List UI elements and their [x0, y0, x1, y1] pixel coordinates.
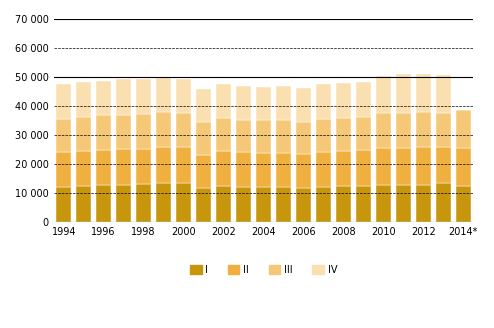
- Bar: [396, 148, 411, 185]
- Bar: [376, 76, 391, 113]
- Bar: [456, 148, 471, 186]
- Bar: [176, 79, 191, 113]
- Bar: [176, 113, 191, 147]
- Bar: [236, 119, 251, 153]
- Bar: [316, 84, 331, 119]
- Bar: [376, 185, 391, 222]
- Bar: [256, 120, 271, 153]
- Bar: [316, 152, 331, 187]
- Bar: [136, 79, 151, 114]
- Bar: [376, 148, 391, 185]
- Bar: [456, 110, 471, 148]
- Bar: [416, 147, 431, 185]
- Bar: [156, 183, 171, 222]
- Bar: [56, 187, 71, 222]
- Bar: [96, 115, 111, 150]
- Bar: [436, 75, 451, 113]
- Bar: [216, 186, 231, 222]
- Bar: [156, 112, 171, 147]
- Bar: [156, 77, 171, 112]
- Bar: [336, 117, 351, 151]
- Bar: [296, 89, 311, 122]
- Bar: [256, 87, 271, 120]
- Bar: [176, 183, 191, 222]
- Bar: [256, 187, 271, 222]
- Bar: [156, 147, 171, 183]
- Bar: [96, 185, 111, 222]
- Bar: [356, 150, 371, 186]
- Bar: [396, 113, 411, 148]
- Bar: [296, 122, 311, 154]
- Bar: [276, 120, 291, 153]
- Bar: [336, 83, 351, 117]
- Bar: [216, 84, 231, 118]
- Bar: [196, 155, 211, 188]
- Bar: [76, 186, 91, 222]
- Bar: [376, 113, 391, 148]
- Bar: [436, 147, 451, 183]
- Bar: [76, 151, 91, 186]
- Bar: [336, 186, 351, 222]
- Bar: [416, 112, 431, 147]
- Bar: [276, 153, 291, 187]
- Bar: [196, 188, 211, 222]
- Bar: [116, 79, 131, 115]
- Bar: [316, 119, 331, 152]
- Bar: [436, 113, 451, 147]
- Bar: [276, 86, 291, 120]
- Bar: [136, 184, 151, 222]
- Bar: [96, 150, 111, 185]
- Bar: [316, 187, 331, 222]
- Bar: [336, 151, 351, 186]
- Bar: [56, 84, 71, 119]
- Bar: [116, 115, 131, 149]
- Bar: [256, 153, 271, 187]
- Bar: [236, 86, 251, 119]
- Bar: [136, 114, 151, 149]
- Bar: [216, 118, 231, 151]
- Bar: [296, 154, 311, 188]
- Bar: [116, 185, 131, 222]
- Bar: [116, 149, 131, 185]
- Bar: [396, 185, 411, 222]
- Bar: [56, 152, 71, 187]
- Bar: [396, 74, 411, 113]
- Bar: [176, 147, 191, 183]
- Bar: [76, 82, 91, 117]
- Bar: [356, 117, 371, 150]
- Bar: [196, 122, 211, 155]
- Bar: [96, 81, 111, 115]
- Legend: I, II, III, IV: I, II, III, IV: [186, 261, 341, 278]
- Bar: [56, 119, 71, 152]
- Bar: [216, 151, 231, 186]
- Bar: [236, 187, 251, 222]
- Bar: [276, 187, 291, 222]
- Bar: [236, 153, 251, 187]
- Bar: [296, 188, 311, 222]
- Bar: [436, 183, 451, 222]
- Bar: [136, 149, 151, 184]
- Bar: [416, 74, 431, 112]
- Bar: [196, 89, 211, 122]
- Bar: [356, 186, 371, 222]
- Bar: [76, 117, 91, 151]
- Bar: [356, 82, 371, 117]
- Bar: [456, 186, 471, 222]
- Bar: [416, 185, 431, 222]
